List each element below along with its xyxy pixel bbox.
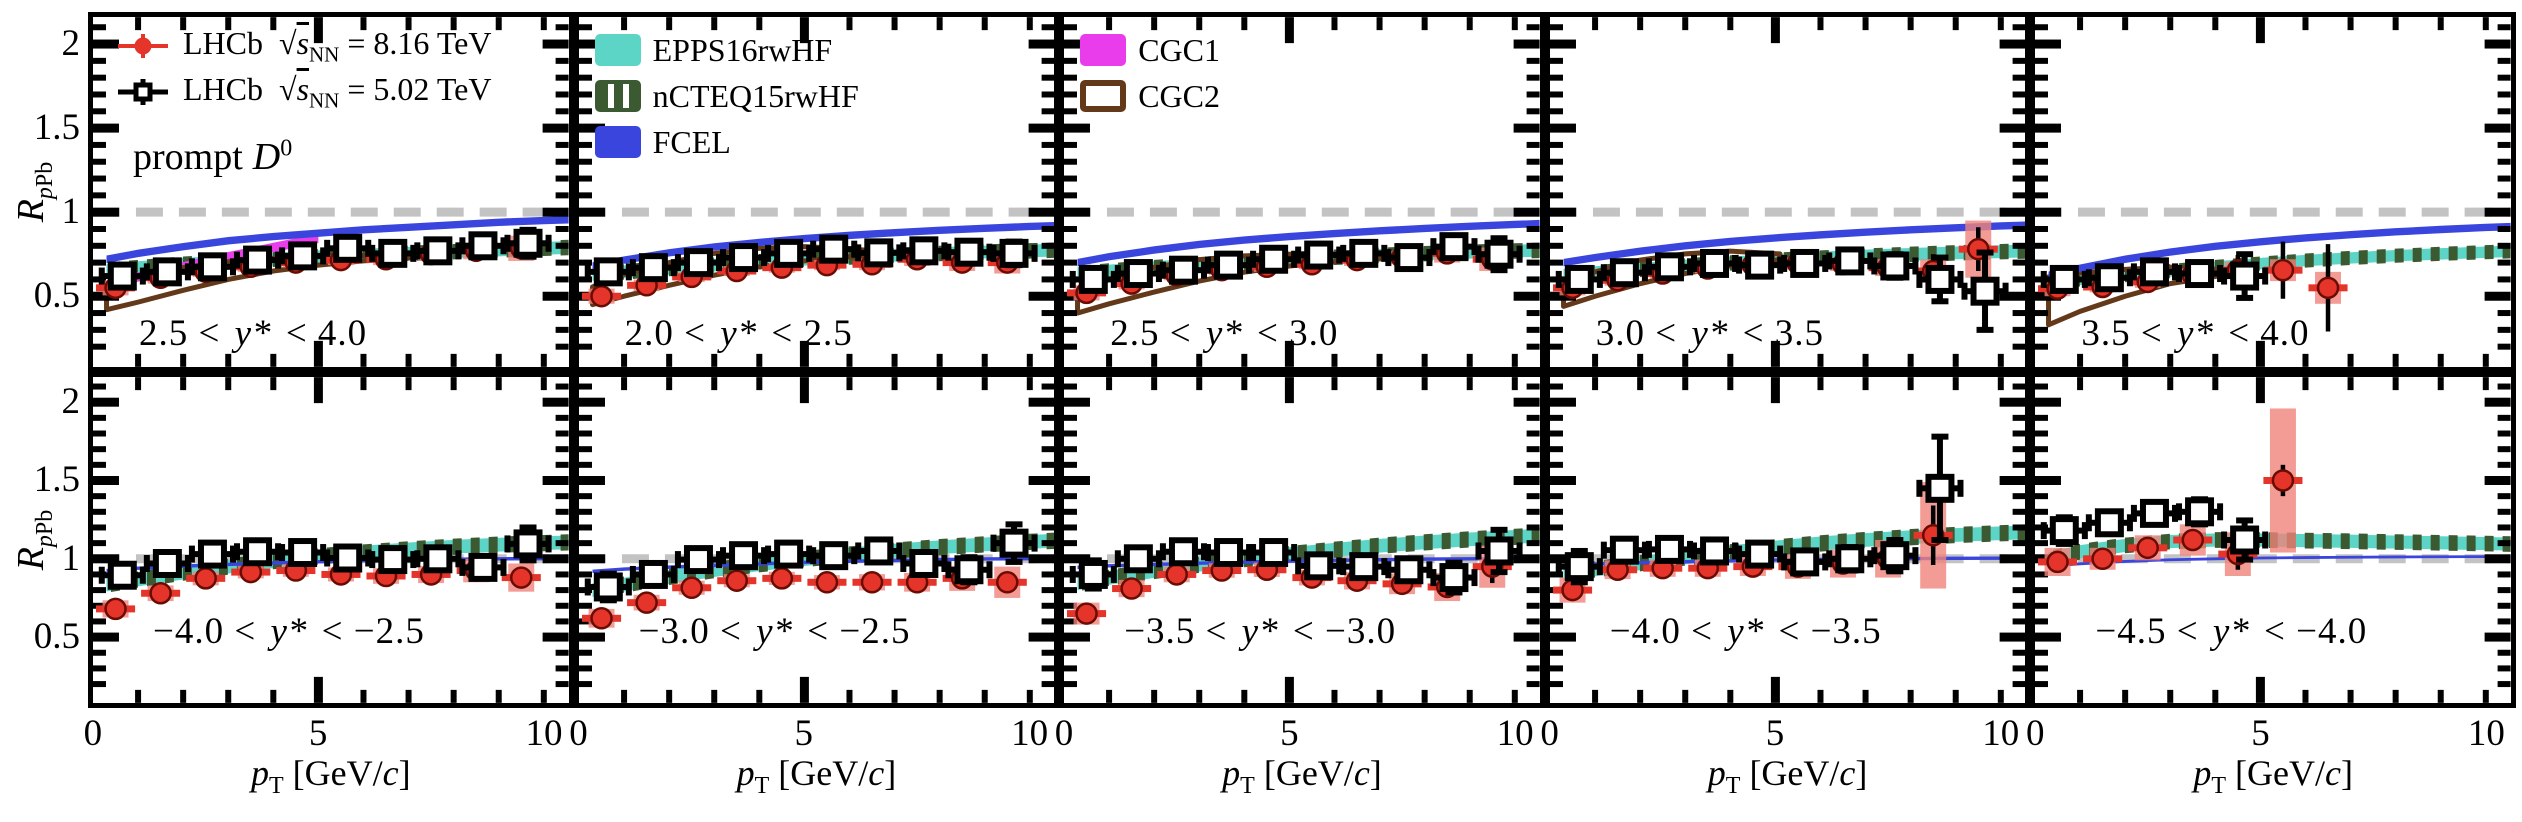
x-axis-title: pT [GeV/c] xyxy=(2193,753,2353,800)
ytick-label: 1.5 xyxy=(33,107,80,148)
y-axis-title: RpPb xyxy=(10,161,58,223)
panel-top-1: EPPS16rwHF nCTEQ15rwHF FCEL 2.0 < y* < 2… xyxy=(573,12,1060,372)
prompt-d0-label: prompt D0 xyxy=(133,135,293,178)
panel-plot-canvas xyxy=(578,17,1055,367)
y-axis-title: RpPb xyxy=(10,509,58,571)
panel-plot-canvas xyxy=(93,17,569,367)
legend-cgc1-label: CGC1 xyxy=(1138,31,1220,68)
panel-plot-canvas xyxy=(1064,17,1540,367)
ytick-label: 1 xyxy=(61,538,81,579)
panel-plot-canvas xyxy=(1064,377,1540,703)
panel-label: 2.0 < y* < 2.5 xyxy=(624,313,853,354)
x-axis-ticks: 0 5 10 0 5 10 0 5 10 0 5 10 0 5 10 xyxy=(83,713,2505,754)
panel-top-3: 3.0 < y* < 3.5 xyxy=(1544,12,2031,372)
panel-label: −3.0 < y* < −2.5 xyxy=(638,611,911,652)
panel-plot-canvas xyxy=(1549,377,2026,703)
ncteq15-swatch-icon xyxy=(594,80,641,112)
ytick-label: 0.5 xyxy=(33,275,80,316)
panel-bottom-2: −3.5 < y* < −3.0 xyxy=(1059,372,1545,708)
panel-label: −4.0 < y* < −2.5 xyxy=(153,611,425,652)
panel-plot-canvas xyxy=(1549,17,2026,367)
panel-top-2: CGC1 CGC2 2.5 < y* < 3.0 xyxy=(1059,12,1545,372)
panel-bottom-1: −3.0 < y* < −2.5 xyxy=(573,372,1060,708)
panel-plot-canvas xyxy=(2035,377,2511,703)
legend-502-label: LHCb √sNN = 5.02 TeV xyxy=(183,70,492,113)
panel-label: 3.0 < y* < 3.5 xyxy=(1595,313,1824,354)
x-axis-title: pT [GeV/c] xyxy=(1707,753,1868,800)
x-axis-titles: pT [GeV/c] pT [GeV/c] pT [GeV/c] pT [GeV… xyxy=(88,752,2516,804)
panel-label: 2.5 < y* < 4.0 xyxy=(139,313,368,354)
panel-label: 3.5 < y* < 4.0 xyxy=(2081,313,2310,354)
cgc1-swatch-icon xyxy=(1080,34,1127,66)
panel-row-backward: −4.0 < y* < −2.5 −3.0 < y* < −2.5 −3.5 <… xyxy=(88,372,2516,708)
cgc2-swatch-icon xyxy=(1080,80,1127,112)
panel-plot-canvas xyxy=(578,377,1055,703)
panel-bottom-0: −4.0 < y* < −2.5 xyxy=(88,372,574,708)
x-axis-title: pT [GeV/c] xyxy=(1222,753,1382,800)
ytick-label: 1.5 xyxy=(33,459,80,500)
ytick-label: 2 xyxy=(61,381,81,422)
lhcb-502-marker-icon xyxy=(118,79,168,105)
ytick-label: 1 xyxy=(61,191,81,232)
legend-ncteq15-label: nCTEQ15rwHF xyxy=(652,77,859,114)
lhcb-816-marker-icon xyxy=(118,34,168,58)
fcel-swatch-icon xyxy=(594,126,641,158)
ytick-label: 2 xyxy=(61,23,81,64)
legend-epps16-label: EPPS16rwHF xyxy=(652,31,833,68)
epps16-swatch-icon xyxy=(594,34,641,66)
panel-row-forward: LHCb √sNN = 8.16 TeV LHCb √sNN = 5.02 Te… xyxy=(88,12,2516,372)
x-axis-title: pT [GeV/c] xyxy=(736,753,897,800)
panel-plot-canvas xyxy=(93,377,569,703)
legend-models-1: EPPS16rwHF nCTEQ15rwHF FCEL xyxy=(594,27,859,165)
legend-models-2: CGC1 CGC2 xyxy=(1080,27,1220,119)
ytick-label: 0.5 xyxy=(33,616,80,657)
panel-top-0: LHCb √sNN = 8.16 TeV LHCb √sNN = 5.02 Te… xyxy=(88,12,574,372)
panel-bottom-4: −4.5 < y* < −4.0 xyxy=(2030,372,2516,708)
legend-fcel-label: FCEL xyxy=(652,123,731,160)
panel-label: −3.5 < y* < −3.0 xyxy=(1124,611,1397,652)
panel-plot-canvas xyxy=(2035,17,2511,367)
panel-top-4: 3.5 < y* < 4.0 xyxy=(2030,12,2516,372)
x-axis-title: pT [GeV/c] xyxy=(250,753,411,800)
legend-816-label: LHCb √sNN = 8.16 TeV xyxy=(183,24,492,67)
panel-label: −4.0 < y* < −3.5 xyxy=(1609,611,1882,652)
panel-bottom-3: −4.0 < y* < −3.5 xyxy=(1544,372,2031,708)
panel-label: −4.5 < y* < −4.0 xyxy=(2095,611,2368,652)
panel-label: 2.5 < y* < 3.0 xyxy=(1110,313,1339,354)
legend-cgc2-label: CGC2 xyxy=(1138,77,1220,114)
legend-experiment: LHCb √sNN = 8.16 TeV LHCb √sNN = 5.02 Te… xyxy=(115,23,491,115)
